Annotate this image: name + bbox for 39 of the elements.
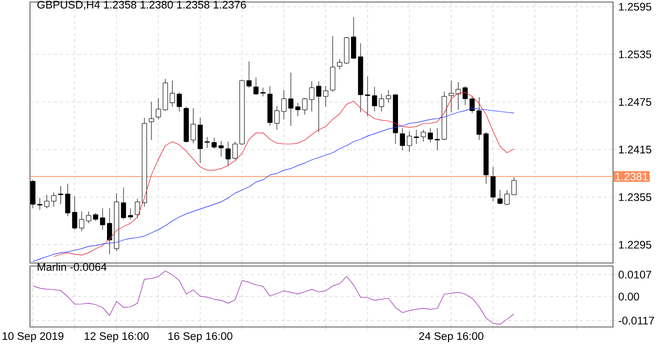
- y-tick-label: 1.2295: [619, 240, 652, 249]
- chart-title: Marlin -0.0064: [38, 262, 107, 271]
- candlestick: [253, 77, 259, 96]
- candlestick: [498, 190, 503, 205]
- candlestick: [246, 61, 252, 88]
- y-tick-label: -0.0117: [618, 316, 654, 325]
- candlestick: [372, 86, 378, 112]
- candlestick: [232, 141, 238, 160]
- candlestick: [386, 90, 392, 103]
- x-tick-label: 24 Sep 16:00: [419, 332, 484, 342]
- x-tick-label: 10 Sep 2019: [2, 332, 64, 342]
- candlestick: [260, 87, 266, 97]
- candlestick: [330, 36, 336, 92]
- y-tick-label: 1.2415: [619, 146, 652, 154]
- candlestick: [490, 166, 496, 202]
- candlestick: [274, 106, 280, 130]
- chart-title: GBPUSD,H4 1.2358 1.2380 1.2358 1.2376: [37, 0, 246, 10]
- candlestick: [400, 128, 405, 151]
- candlestick: [226, 141, 231, 166]
- candlestick: [365, 76, 370, 116]
- candlestick: [511, 177, 517, 196]
- candlestick: [107, 208, 112, 255]
- y-tick-label: 1.2475: [619, 98, 652, 106]
- y-tick-label: 1.2355: [619, 193, 652, 202]
- x-tick-label: 16 Sep 16:00: [168, 332, 232, 342]
- y-tick-label: 1.2595: [619, 2, 652, 11]
- ref-line-label: 1.2381: [616, 172, 648, 180]
- x-tick-label: 12 Sep 16:00: [84, 332, 149, 342]
- line-series: [32, 270, 514, 325]
- candlestick: [134, 198, 140, 218]
- y-tick-label: 1.2535: [619, 50, 652, 58]
- candlestick: [148, 102, 154, 140]
- candlestick: [100, 208, 106, 230]
- candlestick: [504, 190, 510, 206]
- candlestick: [120, 187, 126, 220]
- candlestick: [128, 208, 134, 220]
- y-tick-label: 0.00: [618, 292, 640, 300]
- y-tick-label: 0.0107: [618, 270, 652, 279]
- candlestick: [378, 94, 384, 112]
